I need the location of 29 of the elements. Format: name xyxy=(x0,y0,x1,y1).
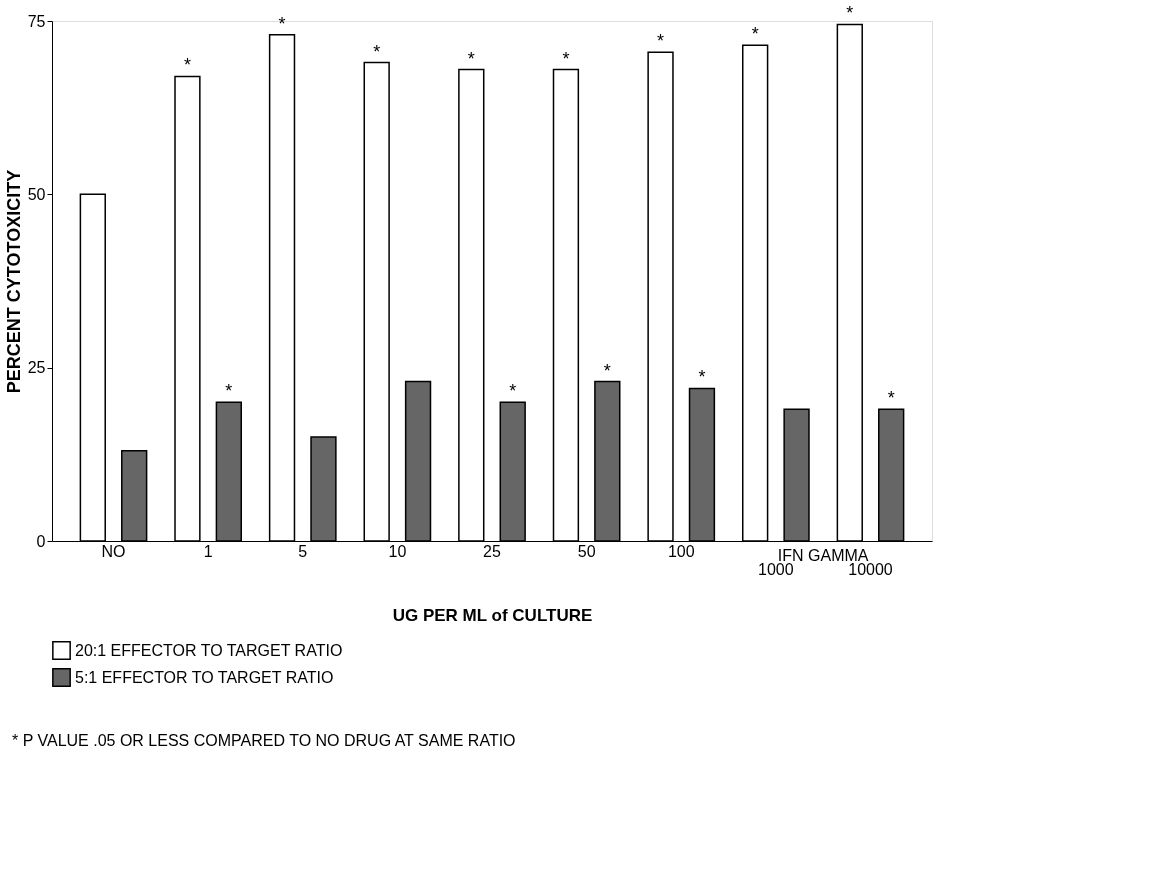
data-label: * xyxy=(562,48,570,69)
y-tick-label: 75 xyxy=(27,12,46,30)
data-label: * xyxy=(887,388,895,409)
data-label: * xyxy=(467,48,475,69)
data-label: * xyxy=(373,41,381,62)
data-label: * xyxy=(603,360,611,381)
x-tick-label: NO xyxy=(101,542,126,560)
legend-label: 20:1 EFFECTOR TO TARGET RATIO xyxy=(75,641,343,659)
data-label: * xyxy=(183,55,191,76)
data-label: * xyxy=(698,367,706,388)
y-tick-label: 0 xyxy=(36,532,46,550)
data-label: * xyxy=(846,3,854,24)
data-label: * xyxy=(657,31,665,52)
x-tick-label: 100 xyxy=(667,542,695,560)
data-label: * xyxy=(509,381,517,402)
y-axis-title: PERCENT CYTOTOXICITY xyxy=(3,169,24,394)
data-label: * xyxy=(278,13,286,34)
data-label: * xyxy=(751,24,759,45)
x-tick-label: 10 xyxy=(388,542,407,560)
y-tick-label: 25 xyxy=(27,359,46,377)
x-tick-label: 50 xyxy=(577,542,596,560)
x-tick-label: 1 xyxy=(203,542,213,560)
x-tick-label: 25 xyxy=(483,542,501,560)
x-axis-title: UG PER ML of CULTURE xyxy=(392,605,593,625)
data-label: * xyxy=(225,381,233,402)
legend-label: 5:1 EFFECTOR TO TARGET RATIO xyxy=(75,668,334,686)
y-tick-label: 50 xyxy=(27,185,46,203)
text: * P VALUE .05 OR LESS COMPARED TO NO DRUG AT SAME RATIO xyxy=(12,732,516,749)
x-tick-label: 5 xyxy=(298,542,308,560)
